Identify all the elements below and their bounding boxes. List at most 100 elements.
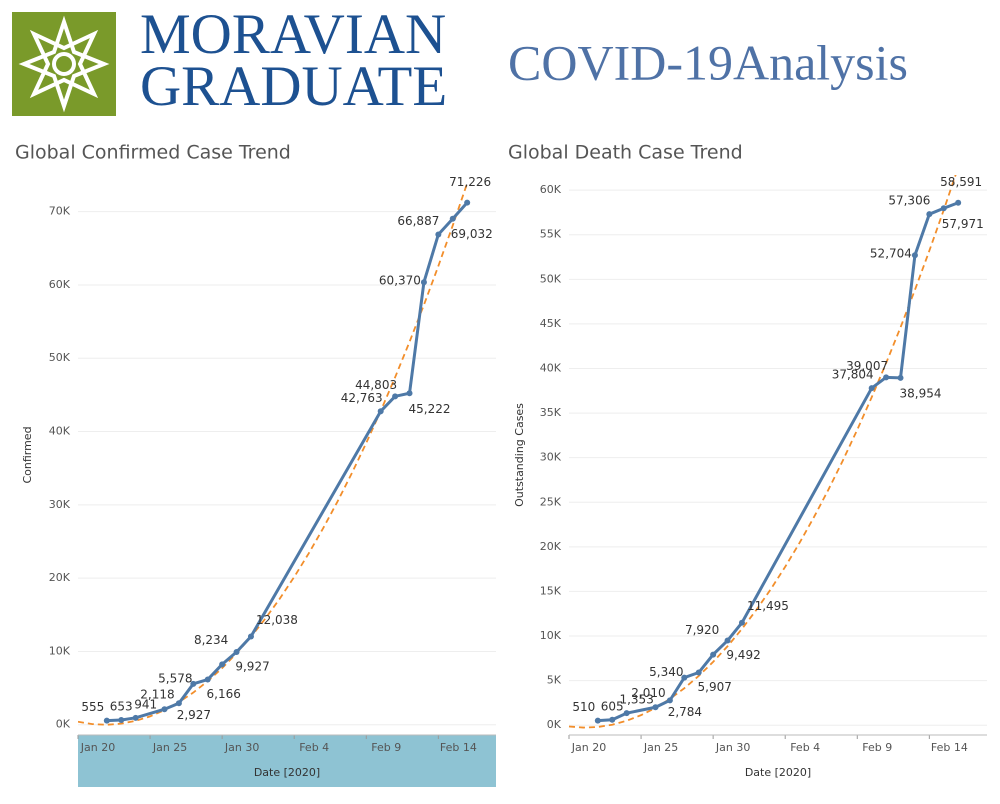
point [926,211,933,218]
point [594,717,601,724]
point [219,661,226,668]
point [118,716,125,723]
x-tick-label: Jan 30 [224,741,259,754]
point [161,706,168,713]
x-tick-label: Feb 4 [790,741,820,754]
data-label: 45,222 [409,402,451,416]
data-label: 5,578 [158,671,192,685]
point [652,704,659,711]
data-label: 2,010 [631,686,665,700]
x-tick-label: Jan 20 [80,741,115,754]
data-label: 58,591 [940,175,982,189]
y-tick-label: 15K [540,584,562,597]
point [724,637,731,644]
x-tick-label: Feb 14 [440,741,477,754]
logo [12,12,116,116]
point [103,717,110,724]
point [449,215,456,222]
data-label: 12,038 [256,613,298,627]
data-label: 37,804 [832,368,874,382]
series-line [597,201,959,723]
point [204,676,211,683]
point [681,674,688,681]
y-tick-label: 20K [49,571,71,584]
x-axis-title: Date [2020] [254,766,320,779]
logo-text: GRADUATE [140,55,447,118]
point [464,199,471,206]
y-tick-label: 40K [540,362,562,375]
data-label: 66,887 [397,214,439,228]
point [175,700,182,707]
data-label: 5,340 [649,665,683,679]
data-label: 555 [81,700,104,714]
point [911,252,918,259]
data-label: 57,306 [888,194,930,208]
x-tick-label: Jan 30 [715,741,750,754]
y-tick-label: 35K [540,406,562,419]
data-label: 69,032 [451,227,493,241]
y-tick-label: 0K [56,718,71,731]
point [247,633,254,640]
y-tick-label: 0K [547,718,562,731]
y-tick-label: 50K [49,351,71,364]
x-tick-label: Feb 4 [299,741,329,754]
data-label: 9,492 [726,648,760,662]
trend-line [78,182,469,726]
point [940,205,947,212]
point [695,669,702,676]
y-tick-label: 50K [540,272,562,285]
trend-line [568,175,957,729]
point [233,648,240,655]
y-axis-title: Outstanding Cases [513,403,526,507]
point [190,680,197,687]
data-label: 7,920 [685,623,719,637]
point [710,651,717,658]
x-tick-label: Jan 25 [643,741,678,754]
y-tick-label: 10K [49,644,71,657]
data-label: 6,166 [207,687,241,701]
data-label: 11,495 [747,599,789,613]
y-tick-label: 30K [540,451,562,464]
y-tick-label: 30K [49,498,71,511]
data-label: 8,234 [194,633,228,647]
x-tick-label: Feb 14 [931,741,968,754]
point [883,374,890,381]
y-tick-label: 5K [547,674,562,687]
data-label: 941 [134,697,157,711]
x-axis-highlight [78,735,496,787]
data-label: 60,370 [379,274,421,288]
data-label: 52,704 [870,247,912,261]
y-tick-label: 45K [540,317,562,330]
x-tick-label: Jan 25 [152,741,187,754]
point [435,231,442,238]
y-tick-label: 10K [540,629,562,642]
y-tick-label: 60K [540,183,562,196]
y-tick-label: 55K [540,228,562,241]
dashboard-title: COVID-19Analysis [508,34,908,90]
y-tick-label: 40K [49,425,71,438]
x-tick-label: Jan 20 [571,741,606,754]
data-label: 71,226 [449,175,491,189]
point [406,390,413,397]
point [623,710,630,717]
x-tick-label: Feb 9 [862,741,892,754]
plot [78,182,469,726]
y-axis-title: Confirmed [21,426,34,483]
data-label: 9,927 [235,659,269,673]
data-label: 1,353 [619,693,653,707]
x-tick-label: Feb 9 [371,741,401,754]
point [132,714,139,721]
data-label: 2,784 [668,705,702,719]
point [377,408,384,415]
data-label: 653 [110,699,133,713]
y-tick-label: 25K [540,495,562,508]
chart-title: Global Death Case Trend [508,142,743,164]
data-label: 605 [601,699,624,713]
data-label: 2,118 [140,688,174,702]
y-tick-label: 60K [49,278,71,291]
chart-title: Global Confirmed Case Trend [15,142,291,164]
point [868,385,875,392]
data-label: 44,803 [355,378,397,392]
y-tick-label: 20K [540,540,562,553]
point [738,619,745,626]
